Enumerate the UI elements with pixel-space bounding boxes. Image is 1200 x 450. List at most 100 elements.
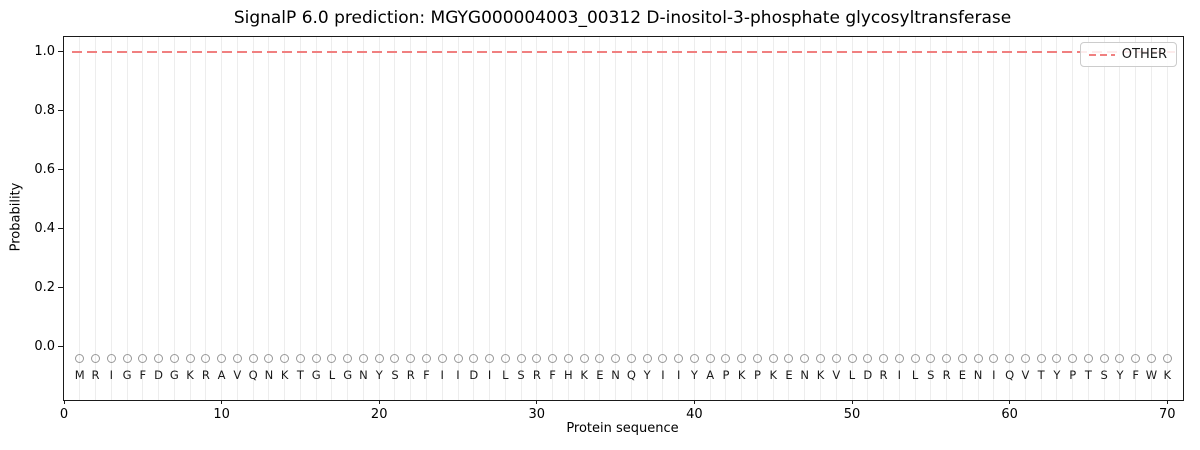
gridline: [473, 37, 475, 400]
residue-letter: G: [343, 367, 353, 382]
gridline: [804, 37, 806, 400]
gridline: [520, 37, 522, 400]
plot-title: SignalP 6.0 prediction: MGYG000004003_00…: [233, 8, 1012, 28]
residue-marker-circle: [91, 354, 101, 364]
residue-marker-circle: [185, 354, 195, 364]
residue-marker-circle: [295, 354, 305, 364]
x-tick-label: 20: [370, 407, 388, 422]
gridline: [489, 37, 491, 400]
gridline: [173, 37, 175, 400]
residue-letter: T: [296, 367, 304, 382]
gridline: [693, 37, 695, 400]
residue-letter: D: [469, 367, 479, 382]
y-tick-mark: [58, 169, 63, 171]
residue-marker-circle: [926, 354, 936, 364]
residue-letter: A: [217, 367, 226, 382]
residue-marker-circle: [973, 354, 983, 364]
residue-letter: R: [532, 367, 541, 382]
x-tick-label: 30: [528, 407, 546, 422]
gridline: [898, 37, 900, 400]
residue-letter: F: [1132, 367, 1140, 382]
residue-letter: I: [109, 367, 113, 382]
gridline: [599, 37, 601, 400]
residue-letter: Y: [375, 367, 383, 382]
gridline: [142, 37, 144, 400]
gridline: [331, 37, 333, 400]
gridline: [662, 37, 664, 400]
residue-marker-circle: [453, 354, 463, 364]
residue-marker-circle: [437, 354, 447, 364]
residue-marker-circle: [264, 354, 274, 364]
y-tick-label: 0.6: [34, 161, 55, 177]
legend: OTHER: [1079, 42, 1177, 67]
residue-letter: S: [1100, 367, 1108, 382]
x-tick-mark: [378, 400, 380, 404]
x-tick-mark: [1166, 400, 1168, 404]
residue-marker-circle: [122, 354, 132, 364]
residue-letter: D: [154, 367, 163, 382]
residue-letter: L: [502, 367, 509, 382]
residue-marker-circle: [374, 354, 384, 364]
residue-marker-circle: [1146, 354, 1156, 364]
residue-marker-circle: [705, 354, 715, 364]
gridline: [1135, 37, 1137, 400]
residue-letter: I: [456, 367, 460, 382]
residue-marker-circle: [516, 354, 526, 364]
residue-letter: R: [201, 367, 210, 382]
residue-marker-circle: [138, 354, 148, 364]
legend-label: OTHER: [1121, 47, 1167, 62]
residue-marker-circle: [248, 354, 258, 364]
gridline: [725, 37, 727, 400]
gridline: [756, 37, 758, 400]
residue-marker-circle: [1052, 354, 1062, 364]
residue-letter: I: [676, 367, 681, 382]
y-tick-mark: [58, 110, 63, 112]
gridline: [221, 37, 223, 400]
residue-marker-circle: [154, 354, 164, 364]
residue-letter: W: [1145, 367, 1158, 382]
x-tick-mark: [63, 400, 65, 404]
gridline: [930, 37, 932, 400]
x-tick-mark: [1009, 400, 1011, 404]
x-tick-label: 40: [686, 407, 703, 422]
residue-letter: Y: [643, 367, 651, 382]
residue-marker-circle: [1036, 354, 1046, 364]
residue-marker-circle: [469, 354, 479, 364]
residue-letter: K: [186, 367, 194, 382]
x-tick-label: 60: [1001, 407, 1018, 422]
gridline: [1056, 37, 1058, 400]
residue-letter: N: [359, 367, 368, 382]
residue-marker-circle: [421, 354, 431, 364]
residue-marker-circle: [784, 354, 794, 364]
gridline: [552, 37, 554, 400]
residue-letter: V: [233, 367, 242, 382]
residue-letter: T: [1084, 367, 1092, 382]
x-tick-mark: [536, 400, 538, 404]
gridline: [567, 37, 569, 400]
y-tick-mark: [58, 287, 63, 289]
gridline: [1072, 37, 1074, 400]
residue-letter: L: [848, 367, 856, 382]
x-tick-label: 10: [213, 407, 230, 422]
gridline: [820, 37, 821, 400]
residue-marker-circle: [1162, 354, 1172, 364]
residue-marker-circle: [642, 354, 652, 364]
residue-letter: K: [580, 367, 588, 382]
residue-marker-circle: [674, 354, 684, 364]
gridline: [126, 37, 128, 400]
gridline: [252, 37, 254, 400]
residue-marker-circle: [406, 354, 416, 364]
residue-marker-circle: [232, 354, 242, 364]
residue-letter: F: [549, 367, 556, 382]
residue-letter: E: [596, 367, 604, 382]
gridline: [189, 37, 191, 400]
residue-marker-circle: [358, 354, 368, 364]
residue-marker-circle: [611, 354, 621, 364]
gridline: [378, 37, 380, 400]
gridline: [646, 37, 648, 400]
residue-marker-circle: [106, 354, 116, 364]
residue-letter: E: [785, 367, 793, 382]
residue-letter: Y: [1053, 367, 1061, 382]
gridline: [299, 37, 301, 400]
residue-letter: P: [753, 367, 761, 382]
